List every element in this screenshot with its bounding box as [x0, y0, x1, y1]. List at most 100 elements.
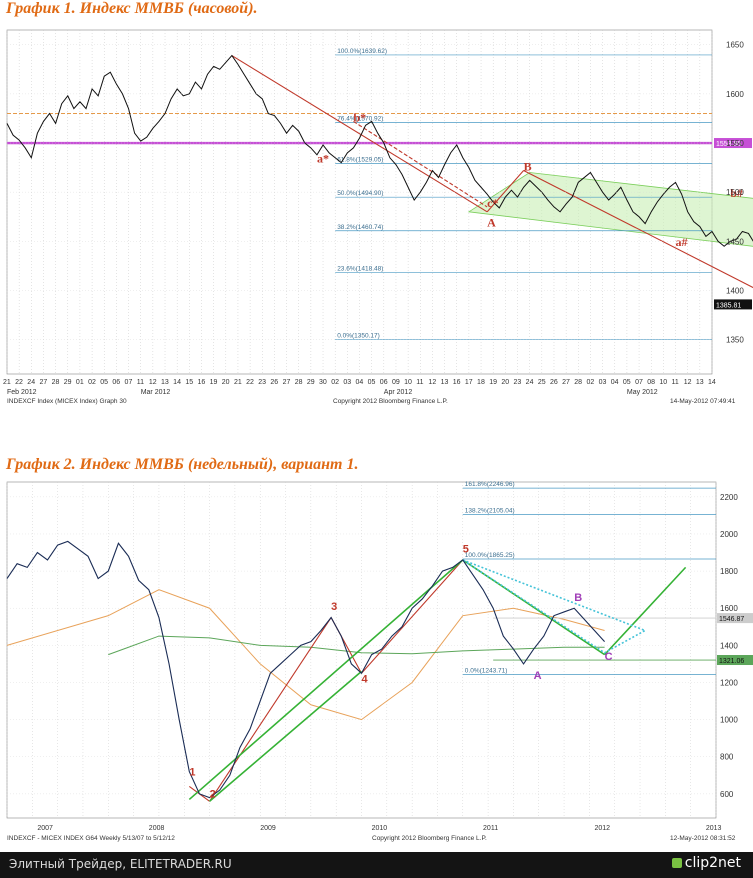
chart1-xtick: 28	[52, 379, 60, 386]
footer-bar: Элитный Трейдер, ELITETRADER.RU clip2net	[0, 852, 753, 878]
chart1-xtick: 04	[356, 379, 364, 386]
chart2-year-label: 2007	[37, 825, 53, 832]
chart2-wave-label: A	[534, 670, 542, 682]
chart1-xtick: 21	[3, 379, 11, 386]
chart2-hline-label: 1546.87	[719, 616, 744, 623]
chart2-fib-label: 161.8%(2246.96)	[465, 481, 515, 488]
chart1-fib-label: 23.6%(1418.48)	[337, 265, 383, 272]
chart1-trend-line	[231, 55, 488, 213]
chart2-ma2-line	[108, 635, 605, 656]
chart1-xtick: 15	[185, 379, 193, 386]
chart1-xtick: 05	[100, 379, 108, 386]
chart1-xtick: 13	[161, 379, 169, 386]
chart1-xtick: 27	[562, 379, 570, 386]
chart1-xtick: 01	[76, 379, 84, 386]
chart1-fib-label: 100.0%(1639.62)	[337, 48, 387, 55]
chart1-ytick: 1650	[726, 41, 744, 50]
chart2-year-label: 2012	[594, 825, 610, 832]
chart1-trend-line	[353, 120, 488, 208]
chart1-fib-label: 38.2%(1460.74)	[337, 224, 383, 231]
chart2-ytick: 2000	[720, 530, 738, 539]
chart1-xtick: 19	[489, 379, 497, 386]
chart1-ytick: 1450	[726, 237, 744, 246]
chart1-month-label: May 2012	[627, 389, 658, 396]
chart1-xtick: 05	[623, 379, 631, 386]
chart2-year-label: 2008	[149, 825, 165, 832]
chart2-year-label: 2013	[706, 825, 722, 832]
chart1-fib-label: 76.4%(1570.92)	[337, 115, 383, 122]
chart1-xtick: 22	[15, 379, 23, 386]
chart1-wave-label: b#	[730, 186, 743, 200]
chart2-ytick: 2200	[720, 493, 738, 502]
chart1-fib-label: 0.0%(1350.17)	[337, 332, 380, 339]
chart1-xtick: 19	[210, 379, 218, 386]
chart1-xtick: 20	[501, 379, 509, 386]
chart2-fib-label: 100.0%(1865.25)	[465, 552, 515, 559]
chart1-xtick: 14	[173, 379, 181, 386]
chart1-svg: 100.0%(1639.62) 76.4%(1570.92) 61.8%(1529.…	[3, 29, 753, 405]
chart1-footer-right: 14-May-2012 07:49:41	[670, 398, 736, 405]
clip2net-brand[interactable]: clip2net	[671, 855, 741, 871]
chart2-ytick: 1200	[720, 678, 738, 687]
chart1-title: График 1. Индекс ММВБ (часовой).	[6, 0, 258, 17]
chart1-xtick: 11	[137, 379, 144, 386]
chart2-green-line	[188, 559, 464, 801]
chart2-wave-label: B	[574, 592, 582, 604]
chart2-wave-label: 4	[362, 673, 369, 685]
chart1-xtick: 07	[125, 379, 133, 386]
chart1-xtick: 02	[331, 379, 339, 386]
chart1-xtick: 21	[234, 379, 242, 386]
chart2-green-line	[603, 566, 687, 656]
chart1-trend-line	[486, 170, 525, 213]
chart2-year-label: 2009	[260, 825, 276, 832]
chart2-wave-label: 5	[463, 544, 469, 556]
chart1-month-label: Mar 2012	[141, 389, 171, 396]
chart2-green-line	[209, 670, 363, 802]
chart2-fib-label: 138.2%(2105.04)	[465, 507, 515, 514]
chart1-fib-label: 50.0%(1494.90)	[337, 190, 383, 197]
chart2-wave-label: C	[605, 651, 613, 663]
chart1-xtick: 02	[88, 379, 96, 386]
chart2-wave-label: 3	[331, 601, 337, 613]
chart2-svg: 600 800 1000 1200 1400 1600 1800 2000 2200 161.8%…	[6, 481, 753, 842]
chart2-wave-line	[209, 617, 332, 802]
chart1-xtick: 27	[39, 379, 47, 386]
chart1-fib-label: 61.8%(1529.05)	[337, 157, 383, 164]
chart2-ytick: 600	[720, 790, 734, 799]
chart2-ytick: 1400	[720, 641, 738, 650]
chart1-xtick: 16	[197, 379, 205, 386]
chart1-xtick: 13	[441, 379, 449, 386]
chart1-xtick: 09	[392, 379, 400, 386]
chart1-xtick: 07	[635, 379, 643, 386]
chart2-year-label: 2011	[483, 825, 498, 832]
chart1-month-label: Apr 2012	[384, 389, 413, 396]
chart1-wave-label: A	[487, 216, 496, 230]
chart1-xtick: 24	[526, 379, 534, 386]
chart1-trend-line	[523, 170, 753, 289]
chart1-xtick: 24	[27, 379, 35, 386]
chart2-ytick: 800	[720, 753, 734, 762]
chart1-xtick: 13	[696, 379, 704, 386]
chart1-last-label: 1385.81	[716, 302, 741, 309]
chart1-xtick: 12	[684, 379, 692, 386]
chart2-wave-line	[361, 559, 464, 674]
chart1-ytick: 1350	[726, 336, 744, 345]
chart2-wave-label: 2	[210, 789, 216, 801]
chart1-hline-label: 1558.86	[716, 141, 741, 148]
chart1-last-tag	[714, 299, 752, 310]
brand-label: clip2net	[684, 855, 741, 871]
chart1-ytick: 1500	[726, 188, 744, 197]
chart1-xtick: 22	[246, 379, 254, 386]
chart1-month-label: Feb 2012	[7, 389, 37, 396]
chart2-footer-center: Copyright 2012 Bloomberg Finance L.P.	[372, 835, 487, 842]
chart1-xtick: 02	[586, 379, 594, 386]
chart1-hline-tag	[714, 138, 752, 149]
chart2-fib-label: 0.0%(1243.71)	[465, 667, 508, 674]
footer-site-label: Элитный Трейдер, ELITETRADER.RU	[9, 857, 232, 871]
chart1-xtick: 12	[428, 379, 436, 386]
chart1-xtick: 28	[574, 379, 582, 386]
chart2-year-label: 2010	[372, 825, 388, 832]
chart1-xtick: 03	[599, 379, 607, 386]
chart1-ytick: 1600	[726, 90, 744, 99]
chart1-footer-left: INDEXCF Index (MICEX Index) Graph 30	[7, 398, 127, 405]
